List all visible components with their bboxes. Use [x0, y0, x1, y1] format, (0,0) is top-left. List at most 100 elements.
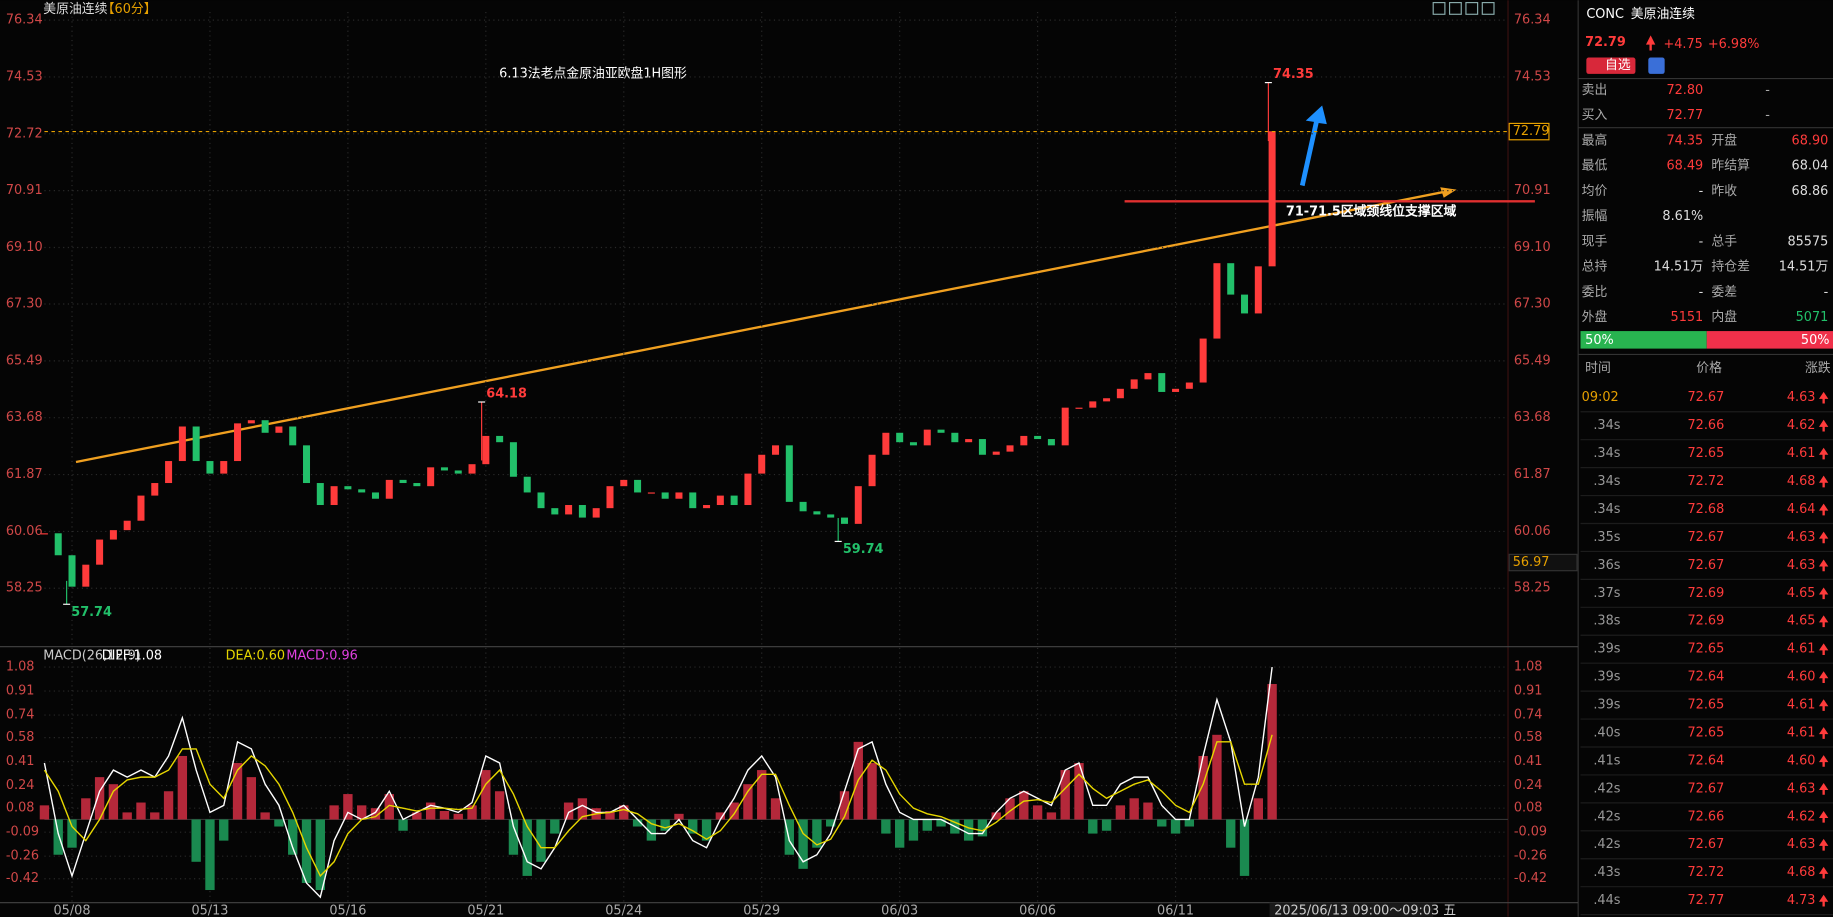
x-tick-label: 05/24: [605, 903, 642, 917]
macd-bar: [1101, 819, 1112, 831]
quote-value: 14.51万: [1779, 260, 1829, 275]
candle: [151, 483, 159, 496]
macd-bar: [425, 802, 436, 820]
toolbar[interactable]: [1432, 2, 1495, 15]
macd-bar: [1143, 802, 1153, 820]
y-tick-label-right: 70.91: [1514, 183, 1551, 198]
quote-label: 昨收: [1711, 184, 1737, 199]
macd-bar: [1115, 805, 1126, 820]
trend-arrow-head: [1440, 187, 1457, 198]
y-tick-label-right: -0.09: [1514, 825, 1547, 840]
candle: [82, 564, 90, 587]
y-tick-label: 58.25: [6, 581, 43, 596]
alert-button[interactable]: [1648, 57, 1665, 74]
candle: [399, 479, 407, 484]
macd-bar: [398, 819, 408, 831]
macd-bar: [467, 805, 477, 820]
trade-change: 4.68: [1787, 474, 1816, 489]
trade-time: .34s: [1593, 446, 1620, 461]
macd-bar: [1005, 798, 1015, 820]
trade-price: 72.67: [1688, 837, 1725, 852]
up-icon: [1818, 727, 1829, 739]
up-icon: [1818, 559, 1829, 572]
last-price: 72.79: [1585, 35, 1626, 50]
candle: [1034, 435, 1042, 440]
macd-bar: [1253, 798, 1263, 820]
macd-bar: [619, 805, 629, 820]
y-tick-label: 67.30: [6, 297, 43, 312]
macd-bar: [798, 819, 808, 869]
candle: [261, 420, 269, 433]
macd-bar: [632, 819, 643, 827]
up-icon: [1818, 419, 1829, 432]
quote-label: 卖出: [1582, 83, 1608, 98]
macd-bar: [701, 819, 712, 841]
macd-bar: [1170, 819, 1181, 834]
candle: [344, 486, 352, 490]
macd-bar: [288, 819, 298, 855]
candle: [730, 495, 738, 506]
trade-change: 4.65: [1787, 586, 1816, 601]
symbol-code: CONC: [1586, 7, 1624, 22]
macd-bar: [301, 819, 312, 883]
y-tick-label-right: -0.42: [1514, 871, 1547, 886]
candle: [371, 492, 379, 499]
up-icon: [1818, 587, 1829, 600]
macd-line: [43, 666, 1273, 899]
cursor-price-box: [1508, 553, 1578, 572]
watch-button[interactable]: [1586, 57, 1636, 74]
y-tick-label: 0.58: [6, 730, 35, 745]
quote-label: 委比: [1582, 285, 1608, 300]
macd-bar: [191, 819, 201, 862]
y-tick-label: 60.06: [6, 524, 43, 539]
y-tick-label-right: 69.10: [1514, 240, 1551, 255]
candle: [427, 467, 435, 487]
indicator-title: MACD(26,12,9): [43, 649, 141, 664]
y-tick-label-right: 0.91: [1514, 684, 1543, 699]
candle: [951, 432, 959, 443]
macd-line: [43, 734, 1273, 878]
candle: [1158, 373, 1166, 392]
trend-line: [75, 189, 1450, 464]
macd-bar: [757, 770, 767, 820]
up-icon: [1818, 503, 1829, 516]
quote-label: 总手: [1711, 234, 1737, 249]
trade-change: 4.73: [1787, 893, 1816, 908]
candle: [909, 442, 917, 446]
current-price-label: 72.79: [1513, 124, 1550, 139]
trade-price: 72.66: [1688, 809, 1725, 824]
y-tick-label-right: 58.25: [1514, 581, 1551, 596]
y-tick-label-right: 76.34: [1514, 13, 1551, 28]
macd-bar: [384, 794, 394, 820]
candle: [220, 461, 228, 474]
trade-change: 4.62: [1787, 809, 1816, 824]
macd-bar: [439, 811, 450, 820]
tool-icon[interactable]: [1481, 2, 1495, 15]
candle: [178, 426, 186, 462]
macd-bar: [412, 812, 422, 820]
candle: [1144, 373, 1152, 380]
x-tick-label: 05/08: [54, 903, 91, 917]
quote-value: -: [1824, 285, 1829, 300]
trade-change: 4.63: [1787, 390, 1816, 405]
macd-bar: [812, 819, 822, 848]
trade-price: 72.65: [1688, 642, 1725, 657]
candle: [1047, 439, 1055, 446]
trade-time: .34s: [1593, 474, 1620, 489]
candle: [109, 530, 117, 540]
macd-bar: [122, 812, 132, 820]
current-price-box: [1508, 122, 1550, 141]
watch-button-label[interactable]: 自选: [1605, 58, 1631, 73]
tool-icon[interactable]: [1465, 2, 1479, 15]
candle: [758, 454, 766, 474]
cursor-date-label: 2025/06/13 09:00～09:03 五: [1274, 903, 1456, 917]
macd-bar: [660, 819, 670, 831]
candle: [565, 505, 573, 515]
macd-bar: [908, 819, 919, 841]
trade-change: 4.61: [1787, 642, 1816, 657]
tool-icon[interactable]: [1432, 2, 1446, 15]
tool-icon[interactable]: [1448, 2, 1462, 15]
trade-price: 72.67: [1688, 390, 1725, 405]
candle: [1227, 263, 1235, 295]
macd-bar: [1157, 819, 1167, 827]
